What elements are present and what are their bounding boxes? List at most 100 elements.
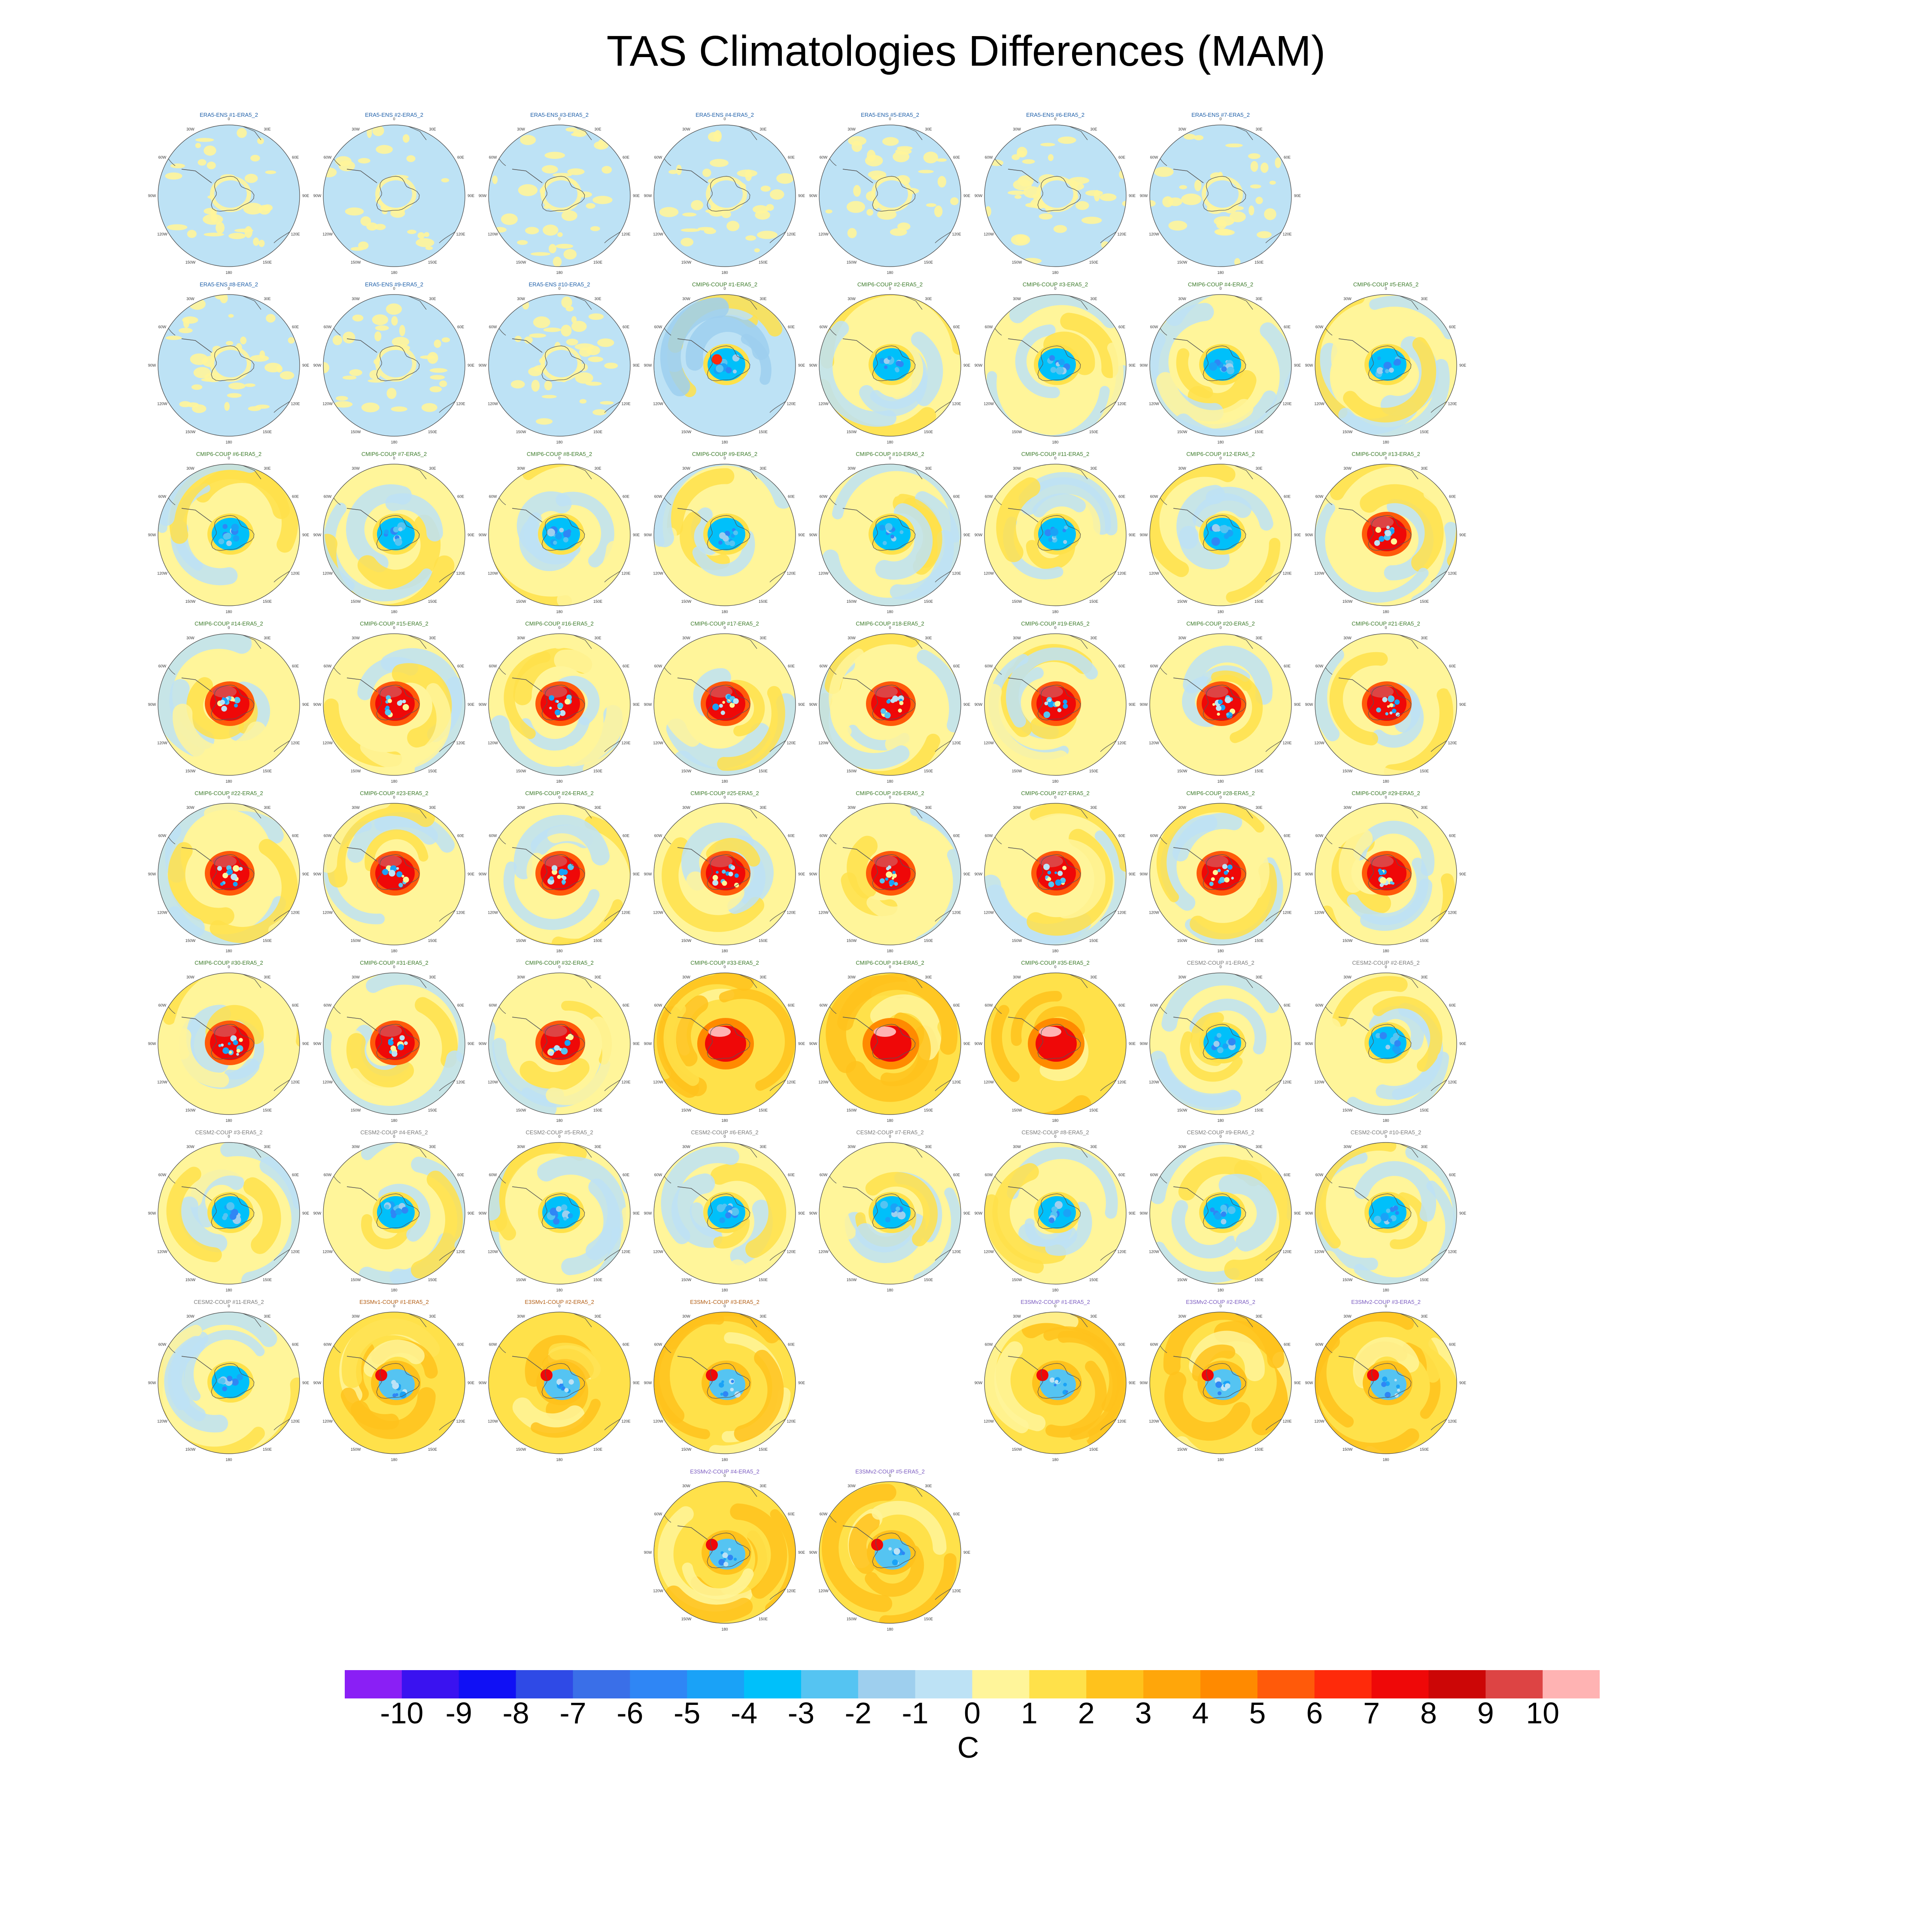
colorbar-tick-label: 4 bbox=[1192, 1696, 1209, 1730]
longitude-label: 90W bbox=[1140, 1381, 1148, 1385]
longitude-label: 90W bbox=[148, 194, 156, 198]
panel-title: CMIP6-COUP #6-ERA5_2 bbox=[196, 451, 262, 457]
longitude-label: 150E bbox=[593, 260, 602, 264]
longitude-label: 60W bbox=[1315, 325, 1324, 329]
longitude-label: 30W bbox=[352, 636, 360, 640]
longitude-label: 90E bbox=[963, 363, 970, 368]
longitude-label: 90E bbox=[633, 872, 640, 876]
longitude-label: 120E bbox=[787, 911, 796, 915]
map-panel: CESM2-COUP #4-ERA5_2 0 30E 60E 90E 120E 150E 18… bbox=[313, 1129, 474, 1292]
longitude-label: 90W bbox=[975, 702, 983, 707]
longitude-label: 30E bbox=[429, 1145, 436, 1149]
longitude-label: 0 bbox=[228, 286, 230, 291]
polar-map: 0 30E 60E 90E 120E 150E 180 150W 120W 90W 60W 30W bbox=[809, 286, 970, 444]
longitude-label: 60E bbox=[292, 325, 299, 329]
longitude-label: 30E bbox=[759, 805, 766, 810]
longitude-label: 90E bbox=[1294, 1042, 1301, 1046]
longitude-label: 150W bbox=[185, 769, 196, 773]
longitude-label: 0 bbox=[1219, 965, 1221, 969]
longitude-label: 0 bbox=[1054, 1134, 1056, 1139]
longitude-label: 120W bbox=[488, 1419, 498, 1424]
longitude-label: 60E bbox=[623, 834, 629, 838]
panel-title: CMIP6-COUP #12-ERA5_2 bbox=[1186, 451, 1255, 457]
longitude-label: 0 bbox=[1219, 1134, 1221, 1139]
longitude-label: 90E bbox=[1129, 702, 1136, 707]
longitude-label: 180 bbox=[1382, 1118, 1389, 1123]
longitude-label: 120E bbox=[622, 741, 631, 745]
longitude-label: 60W bbox=[158, 664, 167, 668]
longitude-label: 60W bbox=[158, 495, 167, 499]
longitude-label: 90W bbox=[975, 363, 983, 368]
longitude-label: 150E bbox=[924, 939, 933, 943]
longitude-label: 120E bbox=[787, 1589, 796, 1593]
longitude-label: 30W bbox=[352, 127, 360, 131]
longitude-label: 30E bbox=[264, 1145, 270, 1149]
longitude-label: 60W bbox=[324, 1003, 332, 1008]
longitude-label: 60W bbox=[1150, 1343, 1158, 1347]
longitude-label: 0 bbox=[228, 456, 230, 460]
longitude-label: 30E bbox=[1090, 297, 1097, 301]
longitude-label: 150W bbox=[351, 1278, 361, 1282]
longitude-label: 150W bbox=[1343, 1278, 1353, 1282]
longitude-label: 150W bbox=[1012, 1278, 1022, 1282]
colorbar-swatch bbox=[1257, 1670, 1315, 1698]
panel-title: CMIP6-COUP #35-ERA5_2 bbox=[1021, 960, 1090, 966]
panel-title: CMIP6-COUP #23-ERA5_2 bbox=[360, 790, 428, 796]
longitude-label: 180 bbox=[887, 610, 893, 614]
longitude-label: 150W bbox=[847, 599, 857, 604]
longitude-label: 60W bbox=[654, 155, 662, 160]
longitude-label: 120E bbox=[1118, 1419, 1127, 1424]
longitude-label: 90W bbox=[975, 194, 983, 198]
longitude-label: 120W bbox=[653, 1080, 663, 1084]
longitude-label: 180 bbox=[721, 1118, 728, 1123]
longitude-label: 120W bbox=[488, 571, 498, 576]
longitude-label: 150W bbox=[847, 1617, 857, 1621]
map-panel: ERA5-ENS #10-ERA5_2 0 30E 60E 90E 120E 150E 180… bbox=[479, 281, 640, 444]
colorbar-tick-label: -1 bbox=[902, 1696, 929, 1730]
longitude-label: 60E bbox=[1118, 325, 1125, 329]
polar-map: 0 30E 60E 90E 120E 150E 180 150W 120W 90W 60W 30W bbox=[644, 456, 805, 614]
longitude-label: 90E bbox=[302, 1211, 309, 1215]
longitude-label: 60E bbox=[457, 1003, 464, 1008]
longitude-label: 30E bbox=[429, 127, 436, 131]
longitude-label: 60W bbox=[820, 1173, 828, 1177]
longitude-label: 60E bbox=[623, 1173, 629, 1177]
longitude-label: 0 bbox=[1385, 456, 1387, 460]
longitude-label: 90E bbox=[633, 363, 640, 368]
longitude-label: 180 bbox=[556, 1288, 562, 1292]
longitude-label: 150W bbox=[516, 1278, 526, 1282]
longitude-label: 120E bbox=[622, 402, 631, 406]
longitude-label: 120W bbox=[157, 911, 167, 915]
longitude-label: 60W bbox=[1150, 1003, 1158, 1008]
map-panel: CMIP6-COUP #18-ERA5_2 0 30E 60E 90E 120E 150E 1… bbox=[809, 620, 970, 784]
colorbar-swatch bbox=[345, 1670, 402, 1698]
longitude-label: 60W bbox=[1315, 1173, 1324, 1177]
longitude-label: 60E bbox=[292, 1343, 299, 1347]
longitude-label: 30E bbox=[925, 297, 932, 301]
longitude-label: 150E bbox=[1255, 1278, 1264, 1282]
longitude-label: 120W bbox=[984, 911, 994, 915]
longitude-label: 60E bbox=[1118, 1003, 1125, 1008]
longitude-label: 120W bbox=[322, 571, 333, 576]
longitude-label: 120E bbox=[456, 571, 465, 576]
longitude-label: 150W bbox=[1343, 769, 1353, 773]
longitude-label: 180 bbox=[1217, 270, 1224, 275]
panel-title: E3SMv1-COUP #1-ERA5_2 bbox=[359, 1299, 429, 1305]
longitude-label: 0 bbox=[1385, 1134, 1387, 1139]
longitude-label: 90W bbox=[975, 872, 983, 876]
longitude-label: 60E bbox=[457, 155, 464, 160]
longitude-label: 60W bbox=[985, 664, 993, 668]
longitude-label: 60E bbox=[788, 1173, 795, 1177]
longitude-label: 30W bbox=[352, 975, 360, 979]
longitude-label: 0 bbox=[1219, 795, 1221, 799]
longitude-label: 150E bbox=[263, 1108, 272, 1112]
longitude-label: 150W bbox=[516, 260, 526, 264]
longitude-label: 150E bbox=[593, 430, 602, 434]
longitude-label: 0 bbox=[1054, 626, 1056, 630]
colorbar-swatch bbox=[801, 1670, 859, 1698]
longitude-label: 0 bbox=[1219, 117, 1221, 121]
longitude-label: 90W bbox=[1305, 1211, 1313, 1215]
longitude-label: 60E bbox=[953, 1173, 960, 1177]
longitude-label: 90E bbox=[798, 1211, 805, 1215]
longitude-label: 120W bbox=[984, 571, 994, 576]
